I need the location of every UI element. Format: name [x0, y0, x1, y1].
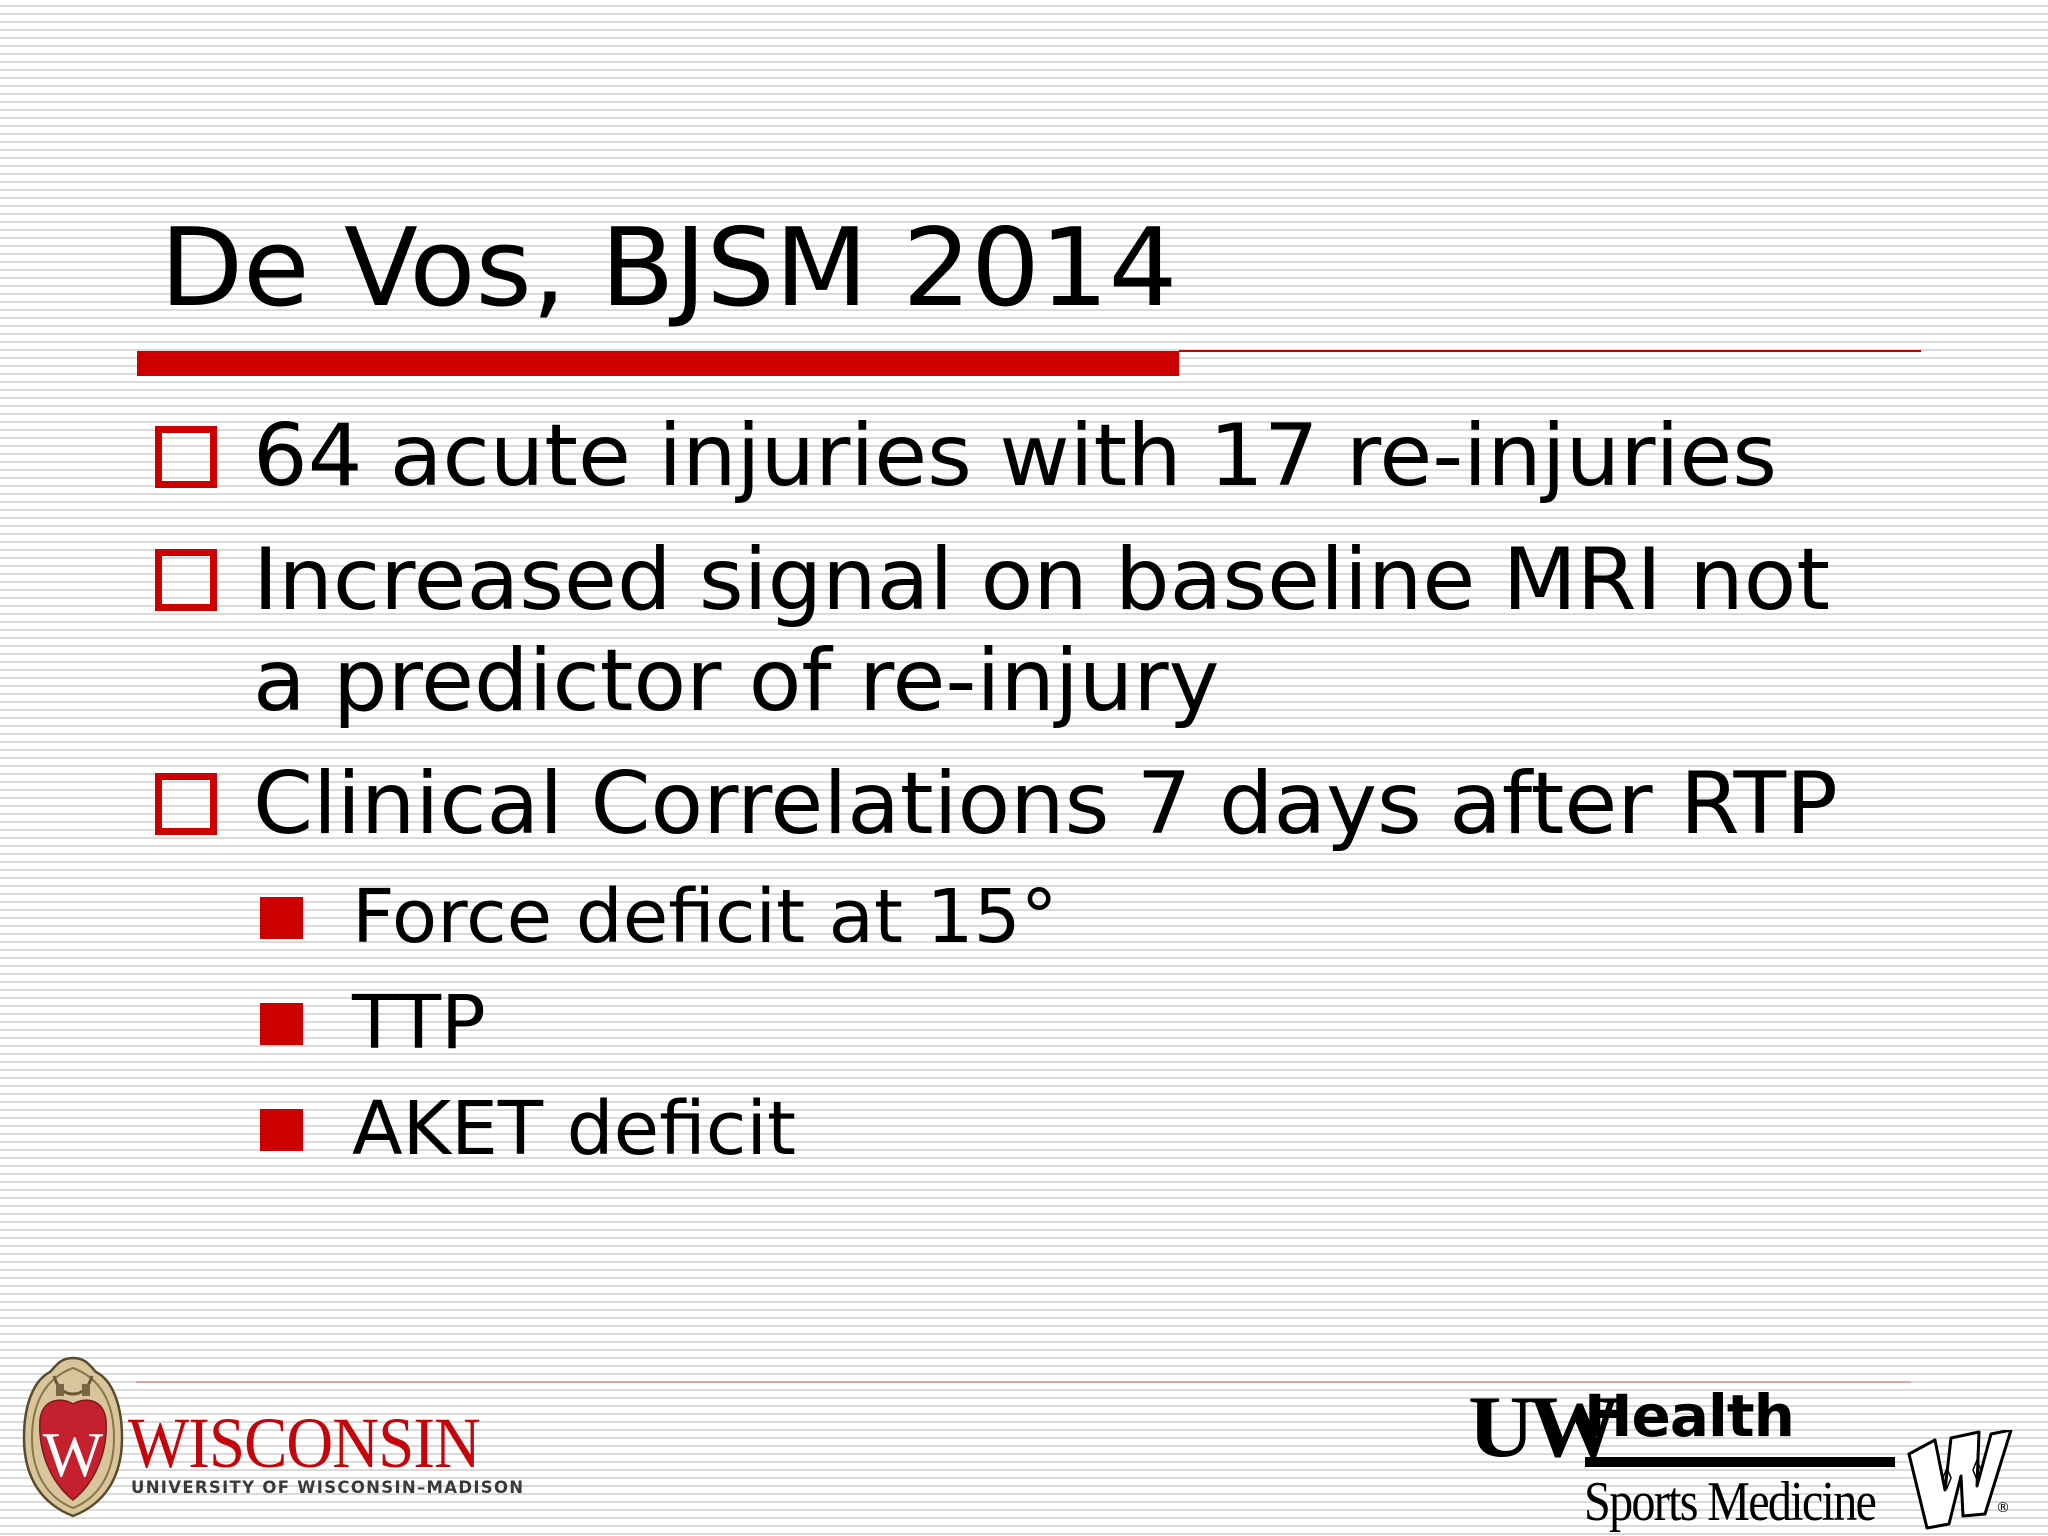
sub-bullet-text: Force deficit at 15° — [352, 874, 1058, 960]
bullet-text: 64 acute injuries with 17 re-injuries — [253, 406, 1778, 506]
title-underline-thick — [137, 351, 1179, 376]
footer-divider — [136, 1381, 1911, 1383]
bullet-text: Clinical Correlations 7 days after RTP — [253, 754, 1838, 854]
sub-bullet-text: AKET deficit — [352, 1086, 796, 1172]
hollow-square-bullet-icon — [155, 549, 217, 611]
bullet-text-line-2: a predictor of re-injury — [253, 631, 1220, 731]
sports-medicine-wordmark: Sports Medicine — [1584, 1471, 1877, 1533]
filled-square-bullet-icon — [260, 1003, 303, 1045]
wisconsin-wordmark: WISCONSIN — [128, 1403, 481, 1483]
slide-title: De Vos, BJSM 2014 — [160, 206, 1178, 331]
motion-w-icon — [1907, 1430, 2013, 1530]
title-underline-thin — [1179, 350, 1921, 352]
wisconsin-crest-icon: W — [22, 1356, 124, 1518]
registered-mark: ® — [1996, 1500, 2010, 1516]
wisconsin-subtitle: UNIVERSITY OF WISCONSIN–MADISON — [131, 1478, 525, 1497]
bullet-text-line-1: Increased signal on baseline MRI not — [253, 530, 1831, 630]
filled-square-bullet-icon — [260, 1109, 303, 1151]
logo-divider-bar — [1585, 1457, 1895, 1467]
svg-text:W: W — [43, 1419, 104, 1490]
hollow-square-bullet-icon — [155, 426, 217, 488]
filled-square-bullet-icon — [260, 897, 303, 939]
hollow-square-bullet-icon — [155, 773, 217, 835]
uw-letters: UW — [1468, 1379, 1621, 1476]
sub-bullet-text: TTP — [352, 980, 486, 1066]
health-wordmark: Health — [1584, 1382, 1795, 1450]
